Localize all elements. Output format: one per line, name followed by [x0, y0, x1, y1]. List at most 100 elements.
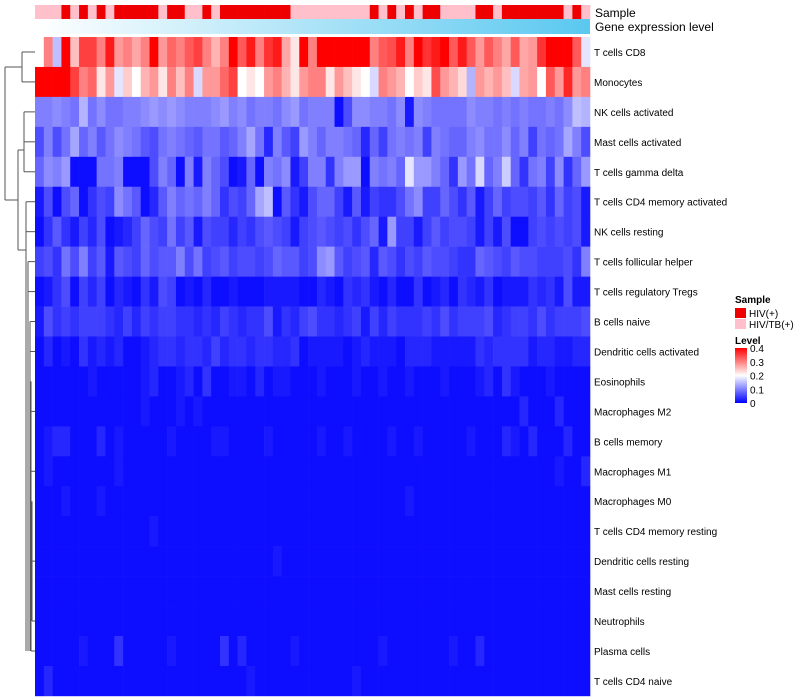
heatmap-cell	[581, 426, 591, 457]
heatmap-cell	[237, 66, 247, 98]
heatmap-cell	[431, 276, 441, 307]
heatmap-cell	[114, 126, 124, 158]
heatmap-cell	[79, 546, 89, 577]
heatmap-cell	[140, 636, 150, 667]
heatmap-cell	[211, 37, 221, 68]
heatmap-cell	[308, 276, 318, 307]
heatmap-cell	[228, 216, 238, 247]
heatmap-cell	[528, 396, 538, 427]
heatmap-cell	[184, 456, 194, 487]
heatmap-cell	[431, 216, 441, 247]
heatmap-cell	[422, 546, 432, 577]
heatmap-cell	[475, 186, 485, 217]
heatmap-cell	[149, 636, 159, 667]
heatmap-cell	[475, 366, 485, 397]
heatmap-cell	[413, 216, 423, 247]
heatmap-cell	[193, 246, 203, 277]
heatmap-cell	[149, 486, 159, 517]
heatmap-cell	[175, 516, 186, 547]
heatmap-cell	[272, 156, 282, 188]
heatmap-cell	[537, 606, 547, 637]
heatmap-cell	[228, 516, 238, 547]
heatmap-cell	[61, 66, 71, 98]
heatmap-cell	[537, 66, 547, 98]
heatmap-cell	[52, 96, 62, 128]
heatmap-cell	[149, 426, 159, 457]
heatmap-cell	[475, 306, 485, 337]
heatmap-cell	[493, 66, 503, 98]
heatmap-cell	[228, 336, 238, 367]
heatmap-cell	[440, 576, 450, 607]
heatmap-cell	[281, 665, 291, 697]
heatmap-cell	[528, 246, 538, 277]
sample-annotation-cell	[272, 5, 282, 19]
heatmap-cell	[519, 516, 529, 547]
heatmap-cell	[167, 336, 177, 367]
row-label: Monocytes	[594, 78, 642, 89]
heatmap-cell	[528, 306, 538, 337]
heatmap-cell	[61, 636, 71, 667]
heatmap-cell	[255, 66, 265, 98]
heatmap-cell	[501, 486, 512, 517]
heatmap-cell	[290, 126, 300, 158]
heatmap-cell	[413, 186, 423, 217]
heatmap-cell	[61, 96, 71, 128]
heatmap-cell	[105, 66, 115, 98]
heatmap-cell	[272, 546, 282, 577]
heatmap-cell	[35, 576, 45, 607]
heatmap-cell	[343, 336, 353, 367]
heatmap-cell	[114, 96, 124, 128]
heatmap-cell	[211, 186, 221, 217]
heatmap-cell	[52, 66, 62, 98]
heatmap-cell	[563, 665, 573, 697]
heatmap-cell	[43, 186, 53, 217]
heatmap-cell	[79, 336, 89, 367]
heatmap-cell	[563, 306, 573, 337]
heatmap-cell	[281, 186, 291, 217]
heatmap-cell	[281, 306, 291, 337]
heatmap-cell	[431, 186, 441, 217]
heatmap-cell	[211, 516, 221, 547]
sample-annotation-cell	[308, 5, 318, 19]
heatmap-cell	[493, 156, 503, 188]
heatmap-cell	[131, 636, 142, 667]
heatmap-cell	[466, 66, 476, 98]
heatmap-cell	[396, 186, 406, 217]
heatmap-cell	[413, 156, 423, 188]
sample-annotation-cell	[255, 5, 265, 19]
heatmap-cell	[79, 456, 89, 487]
heatmap-cell	[281, 606, 291, 637]
heatmap-cell	[325, 37, 335, 68]
heatmap-cell	[519, 306, 529, 337]
heatmap-cell	[396, 576, 406, 607]
heatmap-cell	[61, 306, 71, 337]
heatmap-cell	[290, 576, 300, 607]
heatmap-cell	[114, 186, 124, 217]
heatmap-cell	[158, 66, 168, 98]
heatmap-cell	[167, 546, 177, 577]
heatmap-cell	[501, 636, 512, 667]
heatmap-cell	[202, 156, 212, 188]
heatmap-cell	[572, 665, 582, 697]
heatmap-cell	[440, 396, 450, 427]
heatmap-cell	[493, 37, 503, 68]
heatmap-cell	[405, 606, 415, 637]
heatmap-cell	[501, 276, 512, 307]
heatmap-cell	[167, 606, 177, 637]
gene-expression-bar	[35, 19, 590, 34]
heatmap-cell	[43, 516, 53, 547]
heatmap-cell	[501, 546, 512, 577]
heatmap-cell	[96, 186, 106, 217]
heatmap-cell	[308, 576, 318, 607]
heatmap-cell	[149, 186, 159, 217]
heatmap-cell	[105, 276, 115, 307]
heatmap-cell	[184, 396, 194, 427]
heatmap-cell	[43, 216, 53, 247]
heatmap-cell	[149, 396, 159, 427]
heatmap-cell	[563, 96, 573, 128]
heatmap-cell	[325, 66, 335, 98]
heatmap-cell	[387, 186, 397, 217]
heatmap-cell	[360, 456, 371, 487]
heatmap-cell	[96, 516, 106, 547]
heatmap-cell	[184, 186, 194, 217]
